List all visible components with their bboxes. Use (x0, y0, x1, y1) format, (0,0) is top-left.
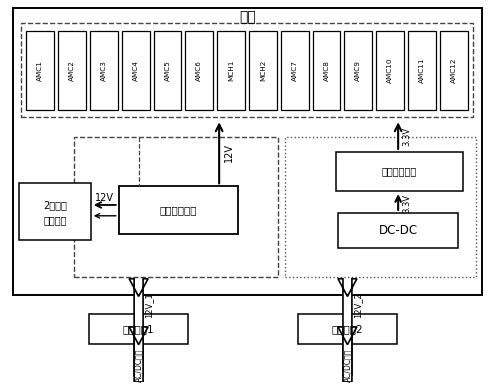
Polygon shape (129, 327, 148, 382)
Bar (376, 31, 404, 110)
Text: AC/DC输入: AC/DC输入 (134, 349, 143, 382)
Text: AC/DC输入: AC/DC输入 (343, 349, 352, 382)
Bar (281, 31, 309, 110)
Bar (285, 137, 476, 277)
Bar (26, 31, 54, 110)
Text: AMC10: AMC10 (387, 58, 393, 83)
Text: 12V: 12V (224, 143, 234, 163)
Text: 12V: 12V (96, 193, 114, 203)
Polygon shape (129, 279, 148, 375)
Text: AMC3: AMC3 (101, 60, 107, 80)
Text: AMC7: AMC7 (292, 60, 297, 80)
Text: 负载电源系统: 负载电源系统 (160, 205, 197, 215)
Polygon shape (338, 279, 357, 375)
Bar (297, 314, 397, 344)
Polygon shape (338, 327, 357, 382)
Bar (345, 31, 372, 110)
Text: AMC2: AMC2 (69, 60, 75, 80)
Bar (217, 31, 245, 110)
Text: AMC6: AMC6 (197, 60, 202, 80)
Text: AMC1: AMC1 (37, 60, 43, 80)
Bar (21, 23, 473, 117)
Bar (440, 31, 468, 110)
Text: MCH2: MCH2 (260, 60, 266, 81)
Bar (339, 213, 458, 248)
Text: AMC5: AMC5 (164, 60, 170, 80)
Bar (58, 31, 86, 110)
Bar (89, 314, 188, 344)
Text: 12V_1: 12V_1 (144, 293, 153, 318)
Bar (122, 31, 149, 110)
Text: AMC12: AMC12 (451, 58, 457, 83)
Bar (408, 31, 436, 110)
Text: DC-DC: DC-DC (379, 224, 418, 237)
Text: 3.3V: 3.3V (402, 127, 412, 146)
Text: AMC11: AMC11 (419, 58, 425, 83)
Bar (13, 8, 482, 295)
Bar (336, 152, 463, 191)
Bar (90, 31, 118, 110)
Text: 12V_2: 12V_2 (353, 293, 362, 318)
Bar (74, 137, 278, 277)
Bar (153, 31, 181, 110)
Text: AMC8: AMC8 (324, 60, 330, 80)
Bar (185, 31, 213, 110)
Bar (249, 31, 277, 110)
Text: 2个风扇: 2个风扇 (43, 200, 67, 210)
Text: 散热单元: 散热单元 (44, 215, 67, 225)
Text: 电源横块1: 电源横块1 (123, 324, 154, 334)
Text: AMC9: AMC9 (355, 60, 361, 80)
Text: 背板: 背板 (240, 10, 256, 24)
Bar (119, 186, 238, 233)
Bar (313, 31, 341, 110)
Text: 3.3V: 3.3V (402, 194, 412, 212)
Text: 电源横块2: 电源横块2 (332, 324, 363, 334)
Bar (19, 183, 91, 240)
Text: AMC4: AMC4 (133, 60, 139, 80)
Text: 管理电源系统: 管理电源系统 (382, 166, 417, 176)
Text: MCH1: MCH1 (228, 60, 234, 81)
